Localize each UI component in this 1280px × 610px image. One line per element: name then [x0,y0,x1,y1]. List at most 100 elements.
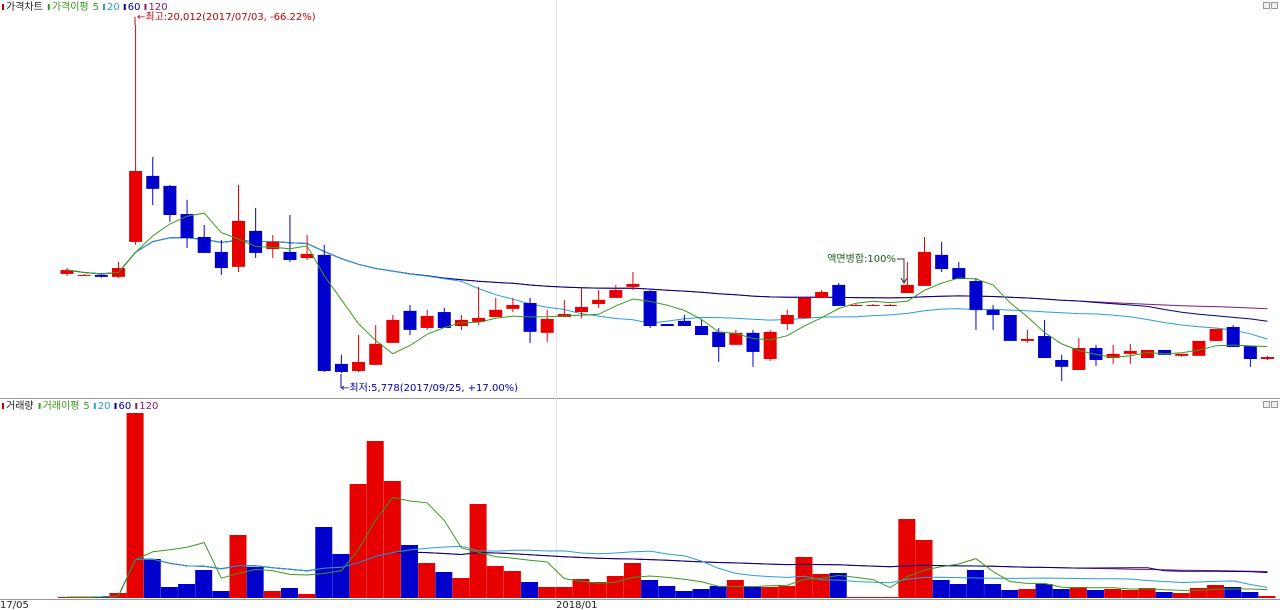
moving-average [67,496,1268,598]
candle-body [1038,336,1052,359]
volume-bar [898,519,916,598]
candle-body [1003,314,1017,341]
candle-body [60,270,74,274]
volume-bar [675,591,693,598]
volume-bar [1035,584,1053,598]
volume-bar [846,597,864,598]
moving-average [67,545,1268,598]
volume-bar [984,584,1002,598]
volume-bar [1018,589,1036,598]
volume-bar [572,579,590,598]
volume-bar [949,584,967,598]
candle-body [815,292,829,298]
candle-body [214,251,228,269]
minimize-button[interactable] [1263,401,1270,408]
candle-body [643,291,657,326]
candle-body [403,310,417,330]
volume-bar [503,571,521,598]
candle-body [1158,349,1172,355]
legend-period: 60 [128,2,141,13]
candle-body [1123,350,1137,354]
candle-body [1226,326,1240,348]
moving-average [66,237,1268,340]
volume-bar [418,563,436,598]
candle-body [266,241,280,249]
volume-bar [1224,587,1242,598]
annotation: 액면병합:100% [827,253,896,265]
candle-body [352,361,366,371]
volume-bar [1189,588,1207,598]
volume-bar [435,572,453,598]
volume-bar [143,559,161,598]
candle-body [660,324,674,326]
candle-body [283,251,297,260]
legend-period: 60 [119,401,132,412]
minimize-button[interactable] [1263,2,1270,9]
candle-body [575,306,588,313]
volume-bar [280,588,298,598]
volume-bar [1258,596,1276,598]
volume-bar [589,582,607,598]
candle-body [146,175,160,189]
candle-body [918,251,931,286]
volume-bar [1104,589,1122,598]
candle-body [180,214,194,238]
legend-swatch [47,4,50,10]
candle-body [1261,357,1274,359]
volume-bar [58,597,75,598]
legend-label: 가격이평 [52,0,89,13]
candle-body [232,220,245,267]
close-button[interactable] [1271,401,1278,408]
legend-label: 가격차트 [6,0,43,13]
legend-period: 5 [93,2,99,13]
volume-bar [864,597,882,598]
volume-bar [538,587,556,598]
volume-bar [829,573,847,598]
volume-bar [1138,588,1156,598]
volume-bar [1155,592,1173,598]
volume-bar [452,578,470,598]
volume-bar [212,591,230,598]
legend-swatch [114,403,117,409]
candle-body [849,304,863,306]
volume-bar [1121,590,1139,598]
volume-bar [195,570,213,598]
volume-bar [1052,589,1070,598]
candle-body [540,318,554,333]
candle-body [746,332,760,352]
annotation-arrow-head [900,277,908,284]
volume-bar [744,587,761,598]
candle-body [489,309,503,317]
close-button[interactable] [1271,2,1278,9]
volume-bar [915,540,933,598]
legend-label: 거래량 [6,400,34,412]
legend-period: 20 [98,401,111,412]
candle-body [1020,338,1034,341]
candle-body [712,331,726,348]
candle-body [1072,347,1086,370]
candle-body [1175,353,1189,356]
volume-bar [349,484,367,598]
candle-body [695,325,709,336]
volume-bar [383,481,401,598]
candle-body [592,299,606,304]
volume-bar [932,580,950,598]
legend-period: 5 [83,401,89,412]
candle-body [472,317,486,322]
candle-body [1055,359,1069,367]
candle-body [300,253,314,259]
candle-body [1209,328,1223,341]
candle-body [832,284,846,306]
volume-bar [726,580,744,598]
legend-swatch [93,403,96,409]
volume-bar [1001,590,1019,598]
candle-body [249,230,263,253]
volume-bar [966,570,984,598]
volume-bar [1069,587,1087,598]
candle-body [163,185,177,216]
volume-bar [1241,592,1259,598]
legend-swatch [2,4,4,10]
candle-body [969,281,983,310]
volume-bar [641,580,659,598]
candle-body [797,297,811,318]
